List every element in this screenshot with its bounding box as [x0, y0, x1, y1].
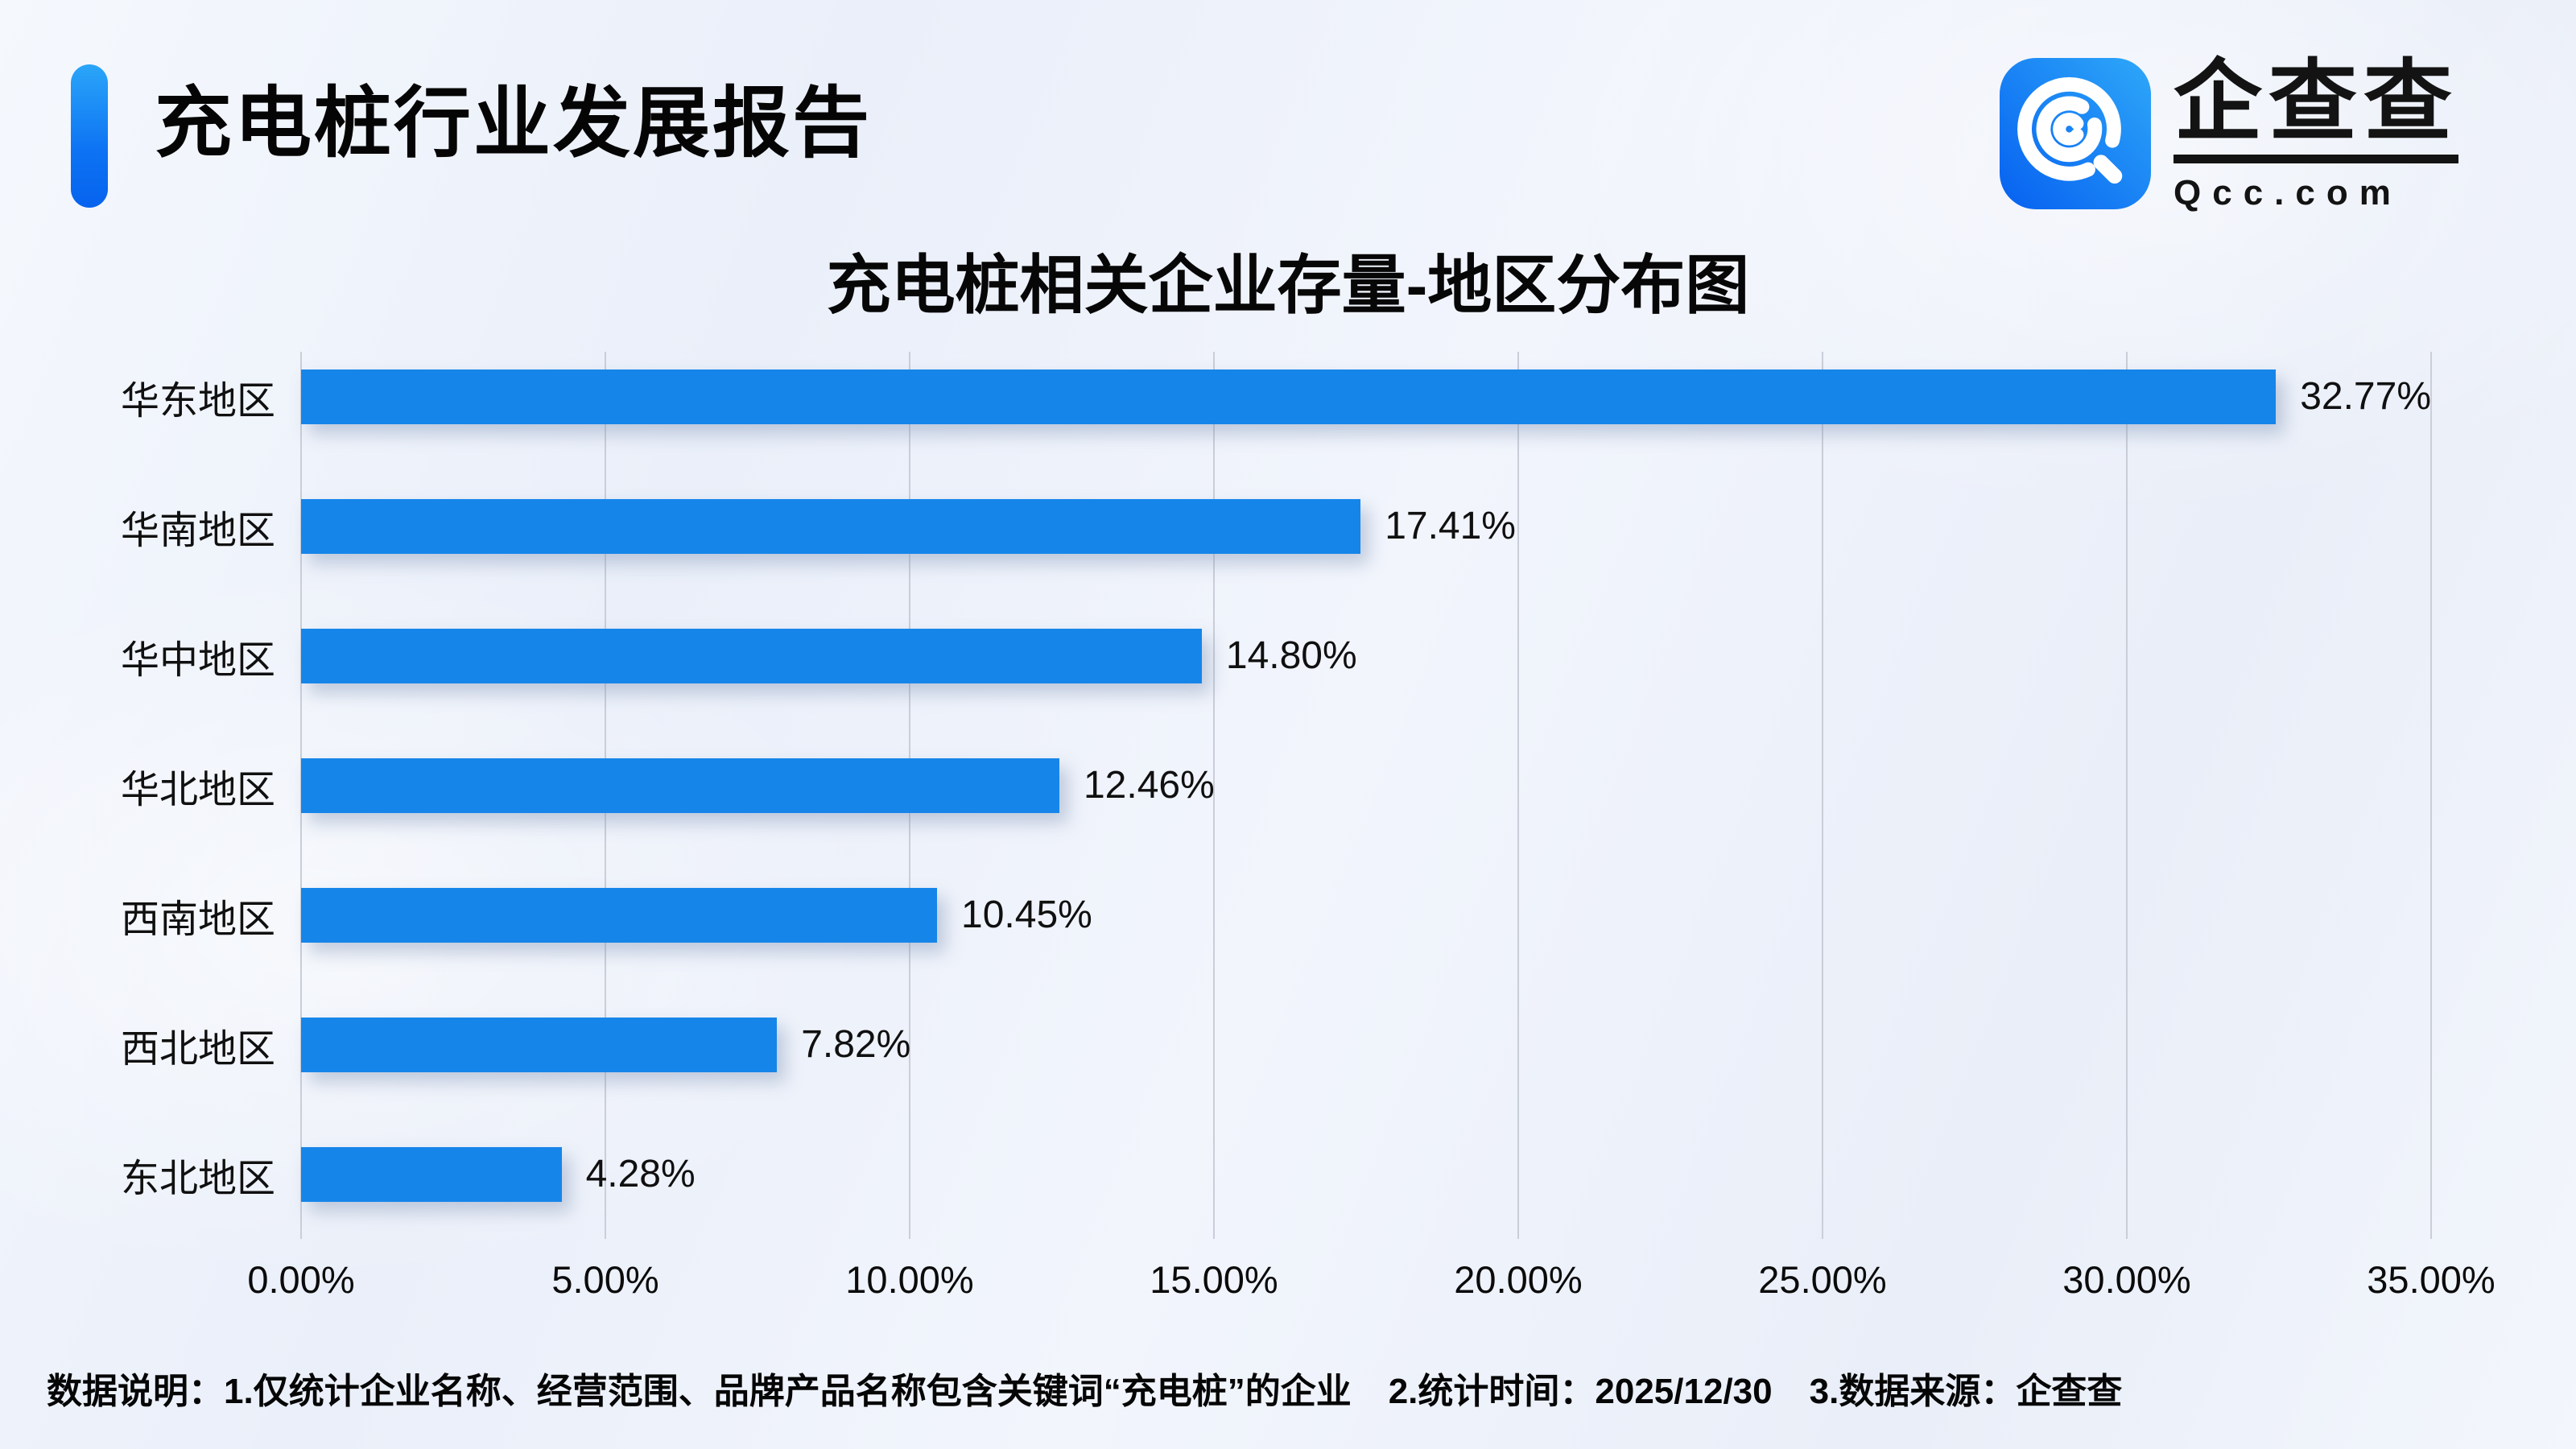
gridline: [2430, 352, 2432, 1239]
category-label: 东北地区: [120, 1157, 275, 1200]
bar: [301, 498, 1361, 554]
value-label: 32.77%: [2300, 375, 2431, 418]
x-axis: 0.00% 5.00% 10.00% 15.00% 20.00% 25.00% 30.00%…: [247, 1257, 2495, 1322]
title-accent-bar: [71, 64, 108, 208]
bar-row: 东北地区 4.28%: [121, 1109, 2431, 1239]
x-tick-label: 10.00%: [845, 1258, 974, 1301]
category-label: 西南地区: [120, 898, 275, 941]
qcc-logo-icon: [2000, 58, 2151, 209]
gridline: [1822, 352, 1823, 1239]
bar: [301, 758, 1059, 813]
bar-rows: 华东地区 32.77% 华南地区 17.41% 华中地区 14.80% 华北地区 12.46%…: [121, 332, 2431, 1239]
value-label: 10.45%: [961, 894, 1092, 936]
category-label: 华北地区: [120, 768, 275, 811]
bar: [301, 887, 938, 943]
bar-row: 华东地区 32.77%: [121, 332, 2431, 461]
bar-row: 华北地区 12.46%: [121, 720, 2431, 850]
gridline: [1517, 352, 1519, 1239]
gridline: [1213, 352, 1215, 1239]
x-tick-label: 0.00%: [247, 1258, 355, 1301]
footnote-statistics-date: 2.统计时间：2025/12/30: [1388, 1372, 1773, 1411]
category-label: 华中地区: [120, 638, 275, 682]
bar-row: 西北地区 7.82%: [121, 980, 2431, 1109]
bar-chart-plot: 华东地区 32.77% 华南地区 17.41% 华中地区 14.80% 华北地区 12.46%…: [121, 332, 2432, 1239]
category-label: 华南地区: [120, 509, 275, 552]
category-label: 西北地区: [120, 1027, 275, 1071]
x-tick-label: 25.00%: [1758, 1258, 1887, 1301]
x-tick-label: 35.00%: [2367, 1258, 2496, 1301]
footnote: 数据说明：1.仅统计企业名称、经营范围、品牌产品名称包含关键词“充电桩”的企业 …: [47, 1362, 2122, 1414]
bar: [301, 1146, 562, 1202]
x-tick-label: 20.00%: [1454, 1258, 1583, 1301]
x-tick-label: 15.00%: [1150, 1258, 1278, 1301]
qcc-logo-cn: 企查查: [2174, 58, 2458, 163]
bar-row: 华南地区 17.41%: [121, 461, 2431, 591]
bar: [301, 628, 1202, 683]
bar-row: 西南地区 10.45%: [121, 850, 2431, 980]
category-label: 华东地区: [120, 379, 275, 423]
value-label: 17.41%: [1385, 505, 1516, 547]
bar: [301, 369, 2277, 424]
qcc-logo: 企查查 Qcc.com: [2000, 58, 2458, 213]
chart-title: 充电桩相关企业存量-地区分布图: [826, 250, 1750, 321]
page-title: 充电桩行业发展报告: [155, 80, 872, 167]
x-tick-label: 5.00%: [551, 1258, 659, 1301]
value-label: 7.82%: [801, 1023, 911, 1066]
gridline: [2126, 352, 2128, 1239]
bar: [301, 1017, 778, 1072]
value-label: 4.28%: [585, 1153, 696, 1195]
qcc-logo-text: 企查查 Qcc.com: [2174, 58, 2458, 213]
footnote-data-source: 3.数据来源：企查查: [1809, 1372, 2123, 1411]
qcc-logo-domain: Qcc.com: [2174, 173, 2402, 213]
x-tick-label: 30.00%: [2062, 1258, 2191, 1301]
footnote-statistics-scope: 数据说明：1.仅统计企业名称、经营范围、品牌产品名称包含关键词“充电桩”的企业: [47, 1372, 1352, 1411]
value-label: 12.46%: [1083, 764, 1215, 807]
value-label: 14.80%: [1225, 634, 1357, 677]
bar-row: 华中地区 14.80%: [121, 591, 2431, 720]
